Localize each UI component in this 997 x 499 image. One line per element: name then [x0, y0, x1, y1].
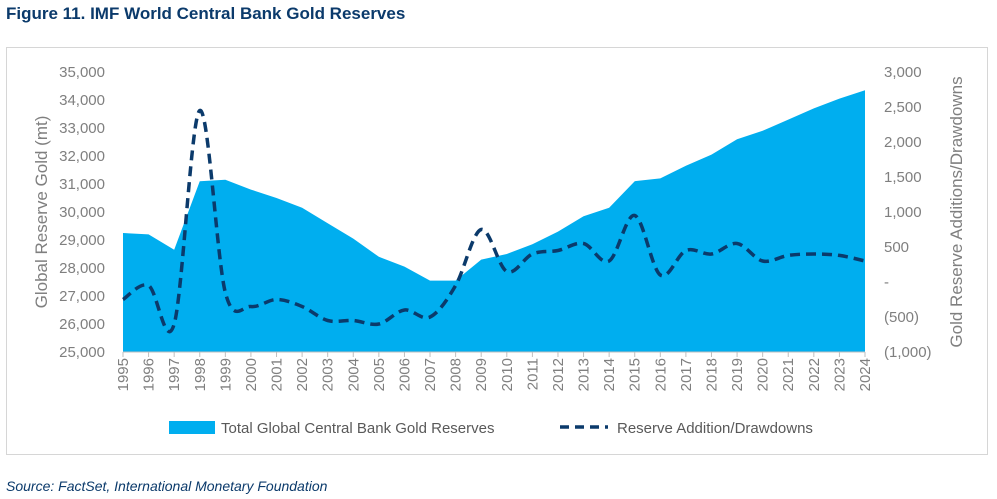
y-tick-right-2: -	[884, 274, 889, 291]
x-tick-label-2002: 2002	[294, 358, 311, 391]
x-tick-label-2023: 2023	[831, 358, 848, 391]
series-area-total-reserves	[123, 90, 865, 352]
y-tick-left-9: 34,000	[59, 92, 105, 109]
x-tick-label-1997: 1997	[166, 358, 183, 391]
x-tick-label-2010: 2010	[499, 358, 516, 391]
y-tick-right-5: 1,500	[884, 169, 922, 186]
legend-label-area: Total Global Central Bank Gold Reserves	[221, 420, 494, 437]
gold-reserves-chart: 25,000 26,000 27,000 28,000 29,000 30,000 31,0…	[32, 64, 966, 437]
chart-frame	[6, 47, 988, 455]
x-tick-label-2024: 2024	[857, 358, 874, 391]
x-tick-label-2001: 2001	[269, 358, 286, 391]
x-tick-label-2011: 2011	[524, 358, 541, 390]
x-tick-label-2019: 2019	[729, 358, 746, 391]
y-tick-left-5: 30,000	[59, 204, 105, 221]
y-axis-label-left: Global Reserve Gold (mt)	[32, 116, 51, 309]
x-tick-label-2003: 2003	[320, 358, 337, 391]
y-tick-left-1: 26,000	[59, 316, 105, 333]
x-tick-label-1999: 1999	[217, 358, 234, 391]
y-tick-right-7: 2,500	[884, 99, 922, 116]
x-tick-label-2014: 2014	[601, 358, 618, 391]
y-tick-left-8: 33,000	[59, 120, 105, 137]
figure-title: Figure 11. IMF World Central Bank Gold R…	[6, 4, 406, 23]
x-tick-label-2004: 2004	[345, 358, 362, 391]
x-tick-label-2018: 2018	[703, 358, 720, 391]
legend-swatch-area	[169, 421, 215, 434]
legend: Total Global Central Bank Gold Reserves …	[169, 420, 813, 437]
x-tick-label-2009: 2009	[473, 358, 490, 391]
y-tick-left-4: 29,000	[59, 232, 105, 249]
y-tick-left-7: 32,000	[59, 148, 105, 165]
x-tick-label-2013: 2013	[576, 358, 593, 391]
y-tick-right-0: (1,000)	[884, 344, 932, 361]
y-tick-left-10: 35,000	[59, 64, 105, 81]
y-tick-right-4: 1,000	[884, 204, 922, 221]
y-tick-right-1: (500)	[884, 309, 919, 326]
y-axis-label-right: Gold Reserve Additions/Drawdowns	[947, 76, 966, 347]
y-tick-left-2: 27,000	[59, 288, 105, 305]
x-tick-label-2000: 2000	[243, 358, 260, 391]
x-tick-label-2005: 2005	[371, 358, 388, 391]
y-tick-right-8: 3,000	[884, 64, 922, 81]
x-tick-label-2012: 2012	[550, 358, 567, 391]
x-tick-label-2021: 2021	[780, 358, 797, 391]
x-tick-label-2017: 2017	[678, 358, 695, 391]
x-tick-label-2015: 2015	[627, 358, 644, 391]
x-tick-label-1998: 1998	[192, 358, 209, 391]
legend-label-line: Reserve Addition/Drawdowns	[617, 420, 813, 437]
x-tick-label-2006: 2006	[396, 358, 413, 391]
series-line-additions-drawdowns	[121, 108, 866, 334]
y-tick-right-6: 2,000	[884, 134, 922, 151]
x-tick-label-2008: 2008	[448, 358, 465, 391]
y-tick-left-0: 25,000	[59, 344, 105, 361]
x-tick-label-2022: 2022	[806, 358, 823, 391]
y-tick-left-6: 31,000	[59, 176, 105, 193]
x-tick-label-2020: 2020	[755, 358, 772, 391]
y-tick-right-3: 500	[884, 239, 909, 256]
x-tick-label-1996: 1996	[141, 358, 158, 391]
source-note: Source: FactSet, International Monetary …	[6, 478, 328, 494]
x-tick-label-2016: 2016	[652, 358, 669, 391]
y-tick-left-3: 28,000	[59, 260, 105, 277]
x-tick-label-2007: 2007	[422, 358, 439, 391]
x-tick-label-1995: 1995	[115, 358, 132, 391]
